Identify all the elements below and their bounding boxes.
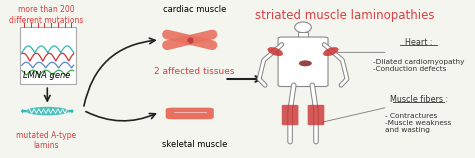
- FancyBboxPatch shape: [308, 105, 324, 125]
- FancyArrow shape: [21, 109, 26, 114]
- Text: more than 200
different mutations: more than 200 different mutations: [9, 5, 84, 25]
- Ellipse shape: [323, 47, 339, 56]
- Ellipse shape: [299, 60, 312, 66]
- Text: Muscle fibers :: Muscle fibers :: [390, 95, 448, 104]
- Ellipse shape: [267, 47, 283, 56]
- Text: 2 affected tissues: 2 affected tissues: [154, 67, 235, 76]
- Text: Heart :: Heart :: [405, 38, 432, 47]
- Text: skeletal muscle: skeletal muscle: [162, 140, 227, 149]
- Text: LMNA gene: LMNA gene: [23, 71, 70, 80]
- FancyBboxPatch shape: [19, 27, 76, 84]
- FancyBboxPatch shape: [298, 32, 308, 39]
- FancyArrow shape: [69, 109, 74, 114]
- Text: mutated A-type
lamins: mutated A-type lamins: [16, 131, 76, 150]
- FancyBboxPatch shape: [282, 105, 298, 125]
- Ellipse shape: [26, 107, 69, 115]
- Ellipse shape: [294, 22, 311, 33]
- Text: cardiac muscle: cardiac muscle: [162, 5, 226, 14]
- Text: - Contractures
-Muscle weakness
and wasting: - Contractures -Muscle weakness and wast…: [386, 113, 452, 134]
- Text: -Dilated cardiomyopathy
-Conduction defects: -Dilated cardiomyopathy -Conduction defe…: [373, 59, 465, 72]
- FancyBboxPatch shape: [166, 108, 214, 119]
- FancyBboxPatch shape: [278, 37, 328, 87]
- Text: striated muscle laminopathies: striated muscle laminopathies: [255, 9, 435, 21]
